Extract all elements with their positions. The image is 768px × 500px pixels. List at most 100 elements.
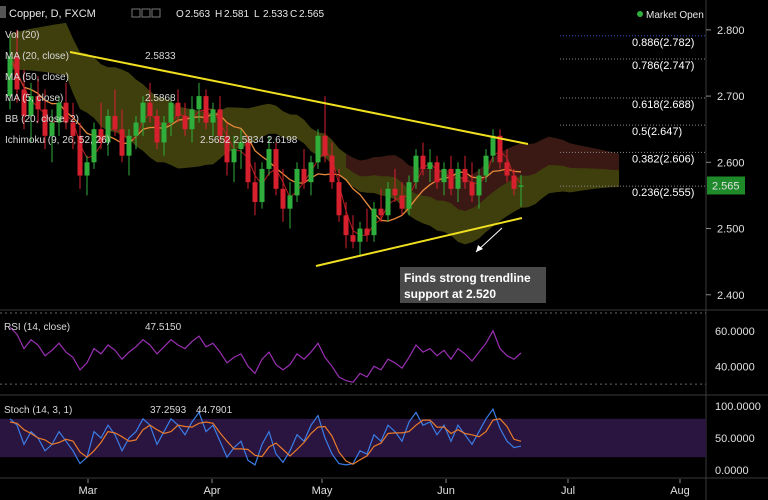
candle[interactable] — [434, 155, 440, 189]
candle[interactable] — [196, 82, 202, 123]
price-tick-label: 2.500 — [717, 224, 745, 236]
candle[interactable] — [364, 208, 370, 242]
candle[interactable] — [266, 135, 272, 176]
candle[interactable] — [161, 115, 167, 156]
candle[interactable] — [126, 129, 132, 176]
candle[interactable] — [133, 115, 139, 150]
candle[interactable] — [315, 129, 321, 169]
candle[interactable] — [392, 168, 398, 203]
resistance-trendline[interactable] — [69, 51, 529, 145]
candle[interactable] — [357, 221, 363, 256]
rsi-label[interactable]: RSI (14, close) — [4, 322, 70, 333]
candle[interactable] — [308, 155, 314, 196]
candle[interactable] — [343, 202, 349, 249]
candle[interactable] — [427, 149, 433, 183]
candle[interactable] — [511, 168, 517, 196]
candle[interactable] — [378, 188, 384, 222]
candle[interactable] — [252, 162, 258, 216]
candle[interactable] — [119, 109, 125, 163]
candle[interactable] — [259, 162, 265, 209]
candle[interactable] — [49, 109, 55, 163]
candle[interactable] — [455, 162, 461, 203]
header-tool-icon[interactable] — [131, 8, 141, 18]
candle-body — [126, 135, 132, 156]
candle-body — [287, 195, 293, 209]
candle[interactable] — [84, 155, 90, 196]
indicator-label[interactable]: MA (20, close) — [5, 51, 69, 62]
candle[interactable] — [77, 122, 83, 189]
candle[interactable] — [182, 102, 188, 136]
indicator-label[interactable]: MA (50, close) — [5, 72, 69, 83]
candle[interactable] — [154, 109, 160, 150]
indicator-label[interactable]: BB (20, close, 2) — [5, 114, 79, 125]
candle[interactable] — [280, 168, 286, 222]
candle[interactable] — [476, 168, 482, 209]
candle[interactable] — [273, 142, 279, 196]
candle[interactable] — [175, 89, 181, 123]
candle[interactable] — [112, 89, 118, 136]
candle[interactable] — [406, 175, 412, 216]
candle[interactable] — [294, 162, 300, 203]
candle[interactable] — [147, 82, 153, 123]
candle[interactable] — [7, 36, 13, 110]
candle[interactable] — [518, 174, 524, 207]
indicator-label[interactable]: Vol (20) — [5, 30, 39, 41]
symbol-title[interactable]: Copper, D, FXCM — [9, 8, 96, 20]
candle-body — [420, 155, 426, 169]
candle[interactable] — [469, 162, 475, 203]
candle[interactable] — [483, 149, 489, 183]
candle[interactable] — [350, 215, 356, 249]
candle[interactable] — [203, 89, 209, 130]
candle[interactable] — [322, 96, 328, 163]
candle[interactable] — [441, 162, 447, 196]
candle[interactable] — [413, 149, 419, 189]
support-trendline[interactable] — [315, 217, 523, 267]
candle[interactable] — [497, 129, 503, 169]
candle[interactable] — [63, 82, 69, 130]
candle[interactable] — [245, 135, 251, 189]
candle[interactable] — [490, 129, 496, 163]
candle[interactable] — [21, 69, 27, 130]
candle[interactable] — [42, 89, 48, 150]
candle[interactable] — [329, 142, 335, 189]
candle[interactable] — [35, 76, 41, 123]
candle[interactable] — [371, 202, 377, 242]
candle[interactable] — [14, 29, 20, 103]
candle[interactable] — [210, 102, 216, 136]
candle[interactable] — [462, 155, 468, 189]
candle[interactable] — [98, 102, 104, 150]
candle[interactable] — [28, 82, 34, 143]
indicator-label[interactable]: Ichimoku (9, 26, 52, 26) — [5, 135, 110, 146]
candle[interactable] — [105, 109, 111, 156]
candle[interactable] — [420, 142, 426, 176]
candle[interactable] — [91, 122, 97, 169]
candle[interactable] — [399, 182, 405, 216]
candle[interactable] — [56, 96, 62, 136]
indicator-label[interactable]: MA (5, close) — [5, 93, 63, 104]
candle[interactable] — [189, 96, 195, 143]
candle-body — [336, 182, 342, 216]
candle[interactable] — [224, 122, 230, 176]
candle-body — [350, 235, 356, 242]
candle[interactable] — [336, 168, 342, 222]
time-tick-label: Apr — [203, 485, 220, 497]
header-tool-icon[interactable] — [151, 8, 161, 18]
candle[interactable] — [217, 96, 223, 143]
price-tick-label: 2.700 — [717, 91, 745, 103]
candle[interactable] — [140, 96, 146, 136]
candle[interactable] — [385, 182, 391, 222]
candle[interactable] — [70, 102, 76, 150]
candle[interactable] — [504, 149, 510, 183]
header-tool-icon[interactable] — [141, 8, 151, 18]
stoch-label[interactable]: Stoch (14, 3, 1) — [4, 405, 72, 416]
candle-body — [273, 149, 279, 189]
ichimoku-cloud-bearish — [346, 136, 619, 211]
candle[interactable] — [238, 129, 244, 169]
candle[interactable] — [448, 155, 454, 196]
candle-body — [308, 162, 314, 183]
candle[interactable] — [231, 135, 237, 183]
candle[interactable] — [168, 96, 174, 136]
candle[interactable] — [301, 149, 307, 189]
candle[interactable] — [287, 182, 293, 229]
